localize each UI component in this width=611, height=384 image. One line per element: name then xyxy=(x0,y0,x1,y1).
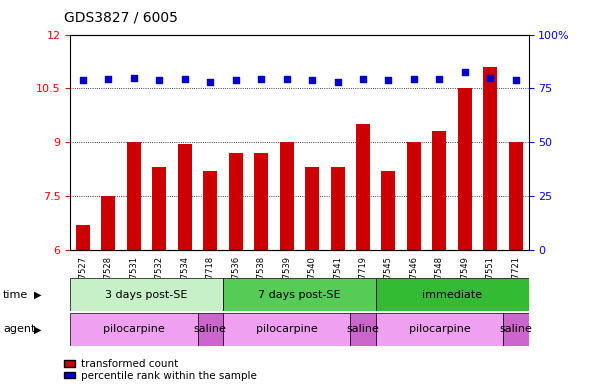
Bar xyxy=(127,142,141,250)
Text: time: time xyxy=(3,290,28,300)
Text: immediate: immediate xyxy=(422,290,482,300)
Bar xyxy=(331,167,345,250)
Text: saline: saline xyxy=(346,324,379,334)
Bar xyxy=(483,67,497,250)
Point xyxy=(104,76,114,82)
Point xyxy=(257,76,266,82)
Point xyxy=(485,74,495,81)
Bar xyxy=(229,153,243,250)
Bar xyxy=(70,278,223,311)
Point xyxy=(332,79,342,85)
Text: 7 days post-SE: 7 days post-SE xyxy=(258,290,341,300)
Bar xyxy=(101,196,115,250)
Bar xyxy=(503,313,529,346)
Point xyxy=(460,69,470,75)
Bar xyxy=(381,171,395,250)
Bar xyxy=(376,313,503,346)
Text: ▶: ▶ xyxy=(34,324,41,334)
Bar xyxy=(76,225,90,250)
Bar xyxy=(223,278,376,311)
Point xyxy=(180,76,189,82)
Text: transformed count: transformed count xyxy=(81,359,178,369)
Bar xyxy=(280,142,294,250)
Point xyxy=(205,79,215,85)
Bar xyxy=(152,167,166,250)
Text: pilocarpine: pilocarpine xyxy=(409,324,470,334)
Text: pilocarpine: pilocarpine xyxy=(103,324,165,334)
Point xyxy=(129,74,139,81)
Point xyxy=(434,76,444,82)
Bar xyxy=(433,131,447,250)
Text: pilocarpine: pilocarpine xyxy=(256,324,318,334)
Point xyxy=(358,76,368,82)
Bar xyxy=(376,278,529,311)
Bar xyxy=(350,313,376,346)
Text: percentile rank within the sample: percentile rank within the sample xyxy=(81,371,257,381)
Text: agent: agent xyxy=(3,324,35,334)
Bar xyxy=(178,144,192,250)
Point xyxy=(511,77,521,83)
Text: ▶: ▶ xyxy=(34,290,41,300)
Bar xyxy=(305,167,319,250)
Point xyxy=(409,76,419,82)
Bar xyxy=(203,171,218,250)
Point xyxy=(155,77,164,83)
Bar xyxy=(223,313,350,346)
Point xyxy=(231,77,241,83)
Text: saline: saline xyxy=(499,324,532,334)
Text: GDS3827 / 6005: GDS3827 / 6005 xyxy=(64,11,178,25)
Bar xyxy=(407,142,421,250)
Text: 3 days post-SE: 3 days post-SE xyxy=(106,290,188,300)
Point xyxy=(78,77,88,83)
Bar xyxy=(509,142,523,250)
Point xyxy=(384,77,393,83)
Point xyxy=(282,76,291,82)
Bar xyxy=(254,153,268,250)
Point xyxy=(307,77,317,83)
Bar xyxy=(197,313,223,346)
Bar xyxy=(458,88,472,250)
Bar xyxy=(70,313,197,346)
Bar xyxy=(356,124,370,250)
Text: saline: saline xyxy=(194,324,227,334)
